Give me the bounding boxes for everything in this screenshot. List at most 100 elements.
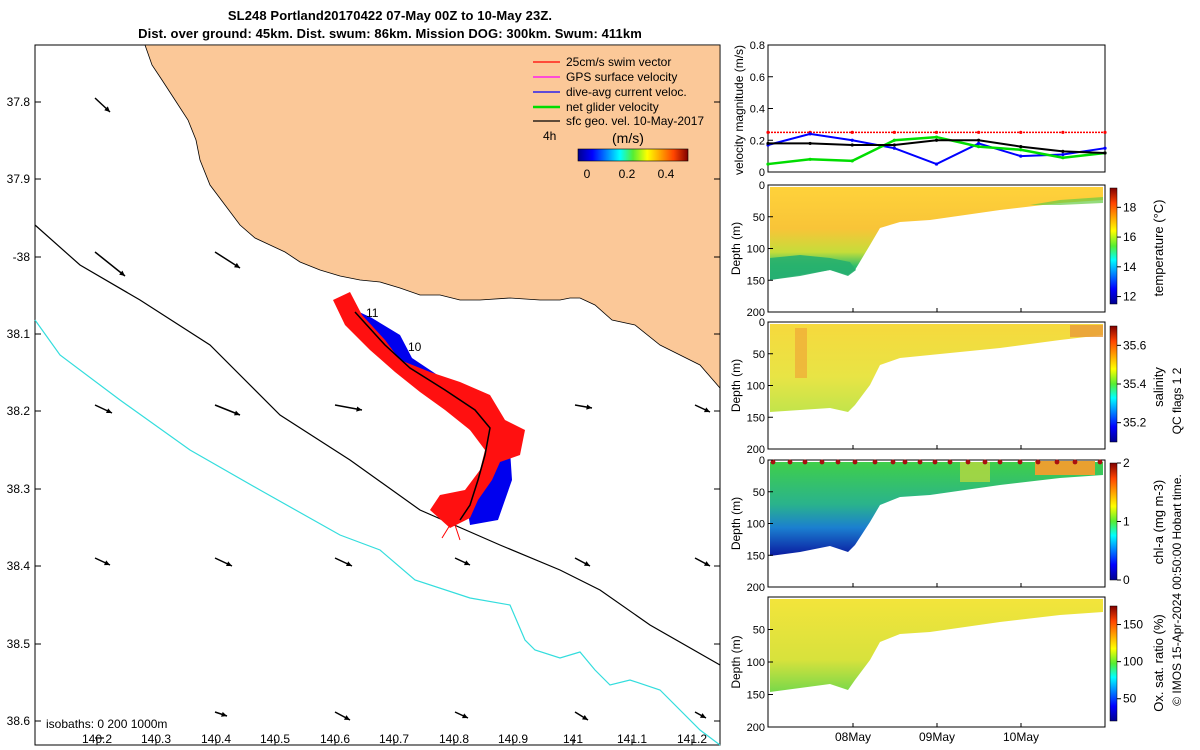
swim-vector-swath [333, 292, 525, 528]
lon-tick-label: 140.9 [498, 732, 528, 746]
geo-arrow-head [704, 561, 710, 566]
qc-flag-dot [852, 459, 858, 465]
qc-flag-dot [932, 459, 938, 465]
isobath-1000 [34, 319, 721, 746]
temperature-cold-layer [770, 255, 856, 280]
lat-tick-label: 37.9 [7, 172, 31, 186]
lon-tick-label: 140.4 [201, 732, 231, 746]
temperature-section [767, 184, 1106, 313]
depth-tick-label: 0 [759, 317, 765, 329]
chla-cbar-label: chl-a (mg m-3) [1151, 480, 1166, 565]
lat-tick-label: 38.5 [7, 637, 31, 651]
velocity-y-axis: 0 0.2 0.4 0.6 0.8 [750, 40, 773, 179]
velocity-point [1019, 130, 1023, 134]
oxygen-field [770, 599, 1103, 692]
temperature-surface-patch [1030, 197, 1103, 205]
colorbar-tick-label: 14 [1123, 260, 1137, 274]
time-tick-label: 08May [835, 730, 871, 744]
depth-axis-label: Depth (m) [729, 635, 743, 688]
velocity-ytick-label: 0.6 [750, 72, 765, 84]
chla-mid-patch [960, 462, 990, 482]
velocity-point [808, 157, 812, 161]
legend-gps-velocity: GPS surface velocity [566, 70, 677, 84]
colorbar-tick: 0.2 [619, 167, 636, 181]
temperature-field [770, 187, 1103, 280]
depth-tick-label: 150 [747, 690, 765, 702]
velocity-point [934, 135, 939, 139]
colorbar-tick-label: 150 [1123, 618, 1143, 632]
depth-axis-label: Depth (m) [729, 222, 743, 275]
geo-arrow-head [119, 270, 125, 276]
qc-flag-dot [1054, 459, 1060, 465]
velocity-point [1019, 145, 1023, 149]
depth-tick-label: 200 [747, 444, 765, 456]
credit-label: © IMOS 15-Apr-2024 00:50:00 Hobart time. [1170, 474, 1184, 706]
depth-tick-label: 50 [753, 212, 765, 224]
velocity-point [850, 130, 854, 134]
velocity-point [1103, 146, 1107, 150]
depth-tick-label: 100 [747, 244, 765, 256]
oxygen-section [767, 596, 1106, 728]
lon-tick-label: 141.1 [617, 732, 647, 746]
lon-tick-label: 141 [563, 732, 583, 746]
geo-arrow-head [346, 561, 352, 567]
velocity-point [934, 130, 939, 134]
geo-arrow-head [221, 711, 227, 717]
velocity-point [1061, 152, 1065, 157]
velocity-point [1061, 130, 1065, 134]
geo-arrow-head [226, 561, 232, 567]
speed-colorbar [577, 148, 689, 162]
velocity-point [1061, 149, 1065, 153]
lat-tick-label: 38.2 [7, 404, 31, 418]
swim-arrow [454, 524, 461, 541]
geo-arrow-head [586, 404, 592, 410]
qc-flag-dot [1017, 459, 1023, 465]
salinity-high-patch [1070, 325, 1103, 337]
geo-arrow-head [344, 715, 350, 720]
geo-arrow-head [234, 262, 240, 268]
depth-tick-label: 150 [747, 275, 765, 287]
velocity-point [850, 138, 854, 142]
colorbar-tick-label: 1 [1123, 515, 1130, 529]
colorbar-tick-label: 35.2 [1123, 416, 1147, 430]
colorbar-unit: (m/s) [612, 130, 644, 146]
velocity-point [977, 141, 981, 146]
land-area [144, 44, 721, 390]
chart-title-line2: Dist. over ground: 45km. Dist. swum: 86k… [138, 26, 642, 41]
legend-swim-vector: 25cm/s swim vector [566, 55, 671, 69]
geo-arrow-head [700, 713, 706, 718]
velocity-point [766, 130, 770, 134]
geo-arrow-head [104, 106, 110, 112]
chla-section [767, 459, 1106, 588]
depth-tick-label: 50 [753, 349, 765, 361]
velocity-point [766, 141, 770, 146]
geo-arrow-shaft [94, 251, 126, 277]
lon-tick-label: 140.7 [379, 732, 409, 746]
salinity-section [767, 321, 1106, 450]
salinity-high-patch [795, 328, 807, 378]
net-glider-track [354, 311, 491, 521]
qc-flag-dot [802, 459, 808, 465]
depth-tick-label: 200 [747, 582, 765, 594]
salinity-cbar-label: salinity [1151, 367, 1166, 407]
lat-tick-label: 38.1 [7, 327, 31, 341]
depth-tick-label: 200 [747, 307, 765, 319]
temperature-cbar-label: temperature (°C) [1151, 200, 1166, 297]
time-axis: 08May 09May 10May [835, 730, 1039, 744]
velocity-point [808, 132, 812, 136]
swim-arrow [441, 524, 451, 539]
velocity-point [850, 159, 854, 163]
chla-colorbar [1109, 462, 1118, 581]
geo-arrow-head [704, 407, 710, 413]
colorbar-tick: 0 [584, 167, 591, 181]
qc-flag-dot [965, 459, 971, 465]
geo-arrow-head [582, 714, 588, 720]
isobath-200 [34, 224, 721, 666]
time-tick-label: 10May [1003, 730, 1039, 744]
qc-flag-dot [819, 459, 825, 465]
velocity-point [977, 145, 981, 149]
time-tick-label: 09May [919, 730, 955, 744]
chla-high-patch [1035, 461, 1095, 475]
depth-tick-label: 50 [753, 487, 765, 499]
